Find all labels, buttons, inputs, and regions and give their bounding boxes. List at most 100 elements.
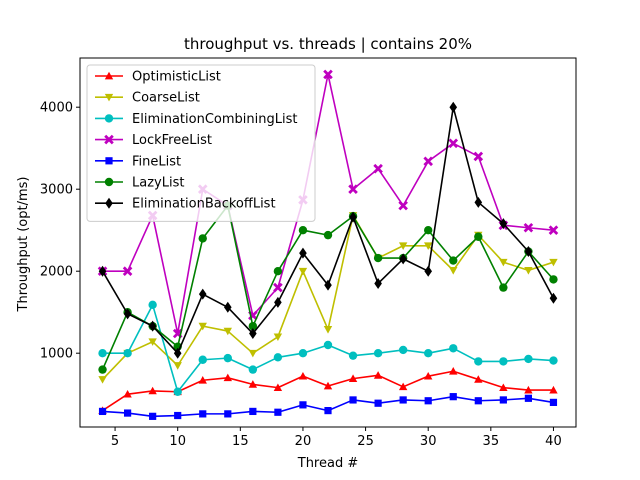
point-EliminationCombiningList-20 <box>298 349 308 358</box>
legend-item-LazyList: LazyList <box>95 176 184 191</box>
point-FineList-8 <box>149 412 157 420</box>
legend-label: LockFreeList <box>132 133 212 148</box>
point-OptimisticList-18 <box>273 383 283 391</box>
x-axis-label: Thread # <box>297 456 358 471</box>
legend-label: EliminationBackoffList <box>132 197 276 212</box>
chart-title: throughput vs. threads | contains 20% <box>184 35 472 53</box>
legend-label: FineList <box>132 154 181 169</box>
legend-box <box>86 64 316 222</box>
point-FineList-10 <box>174 411 182 420</box>
point-EliminationBackoffList-34 <box>474 196 483 208</box>
point-LazyList-30 <box>424 226 433 235</box>
point-CoarseList-36 <box>499 258 508 267</box>
point-EliminationCombiningList-34 <box>474 357 483 366</box>
legend-item-OptimisticList: OptimisticList <box>95 70 221 85</box>
y-tick-label-1000: 1000 <box>40 347 73 362</box>
point-EliminationCombiningList-24 <box>348 351 358 360</box>
point-LockFreeList-26 <box>373 163 383 174</box>
legend-label: EliminationCombiningList <box>132 112 297 127</box>
point-EliminationBackoffList-6 <box>123 308 132 320</box>
point-EliminationCombiningList-36 <box>499 357 508 366</box>
point-OptimisticList-30 <box>424 371 433 380</box>
point-EliminationBackoffList-8 <box>148 320 157 332</box>
point-EliminationBackoffList-20 <box>299 247 307 259</box>
point-OptimisticList-16 <box>248 380 258 388</box>
point-LazyList-12 <box>198 234 207 243</box>
point-FineList-14 <box>224 410 232 418</box>
point-FineList-22 <box>324 407 332 415</box>
point-CoarseList-10 <box>173 362 182 370</box>
point-CoarseList-38 <box>524 267 533 275</box>
y-tick-label-2000: 2000 <box>40 265 73 280</box>
point-FineList-26 <box>374 399 382 407</box>
point-OptimisticList-38 <box>524 385 533 394</box>
point-LazyList-32 <box>449 256 458 265</box>
point-CoarseList-30 <box>424 242 433 250</box>
point-EliminationCombiningList-4 <box>98 349 107 358</box>
point-EliminationBackoffList-30 <box>424 265 433 277</box>
x-tick-label-30: 30 <box>420 434 437 449</box>
point-LockFreeList-40 <box>548 225 559 235</box>
point-EliminationBackoffList-10 <box>173 347 182 359</box>
x-tick-label-10: 10 <box>169 434 186 449</box>
point-EliminationBackoffList-32 <box>449 101 458 113</box>
point-OptimisticList-26 <box>373 371 383 379</box>
legend-item-FineList: FineList <box>95 154 181 169</box>
point-EliminationBackoffList-14 <box>223 301 232 313</box>
point-EliminationBackoffList-18 <box>274 296 282 308</box>
point-CoarseList-4 <box>98 376 107 384</box>
point-LazyList-16 <box>248 321 258 331</box>
point-LazyList-20 <box>298 226 308 235</box>
plot-border <box>79 57 577 428</box>
point-FineList-6 <box>123 409 132 417</box>
point-EliminationBackoffList-4 <box>98 265 107 277</box>
series-EliminationBackoffList <box>98 101 558 359</box>
legend-item-LockFreeList: LockFreeList <box>95 133 212 148</box>
point-LazyList-4 <box>98 365 107 374</box>
point-OptimisticList-32 <box>449 367 458 375</box>
legend-label: OptimisticList <box>132 70 221 85</box>
point-EliminationCombiningList-10 <box>173 387 182 396</box>
point-FineList-40 <box>549 398 558 406</box>
legend-marker <box>105 157 113 165</box>
point-OptimisticList-6 <box>123 390 132 398</box>
point-LockFreeList-6 <box>122 266 133 276</box>
point-OptimisticList-24 <box>348 374 358 382</box>
point-EliminationBackoffList-38 <box>524 246 533 258</box>
point-FineList-28 <box>399 396 407 404</box>
point-LockFreeList-32 <box>448 138 459 149</box>
y-tick-label-4000: 4000 <box>40 101 73 116</box>
point-EliminationCombiningList-38 <box>524 354 533 364</box>
point-EliminationCombiningList-30 <box>424 349 433 358</box>
point-FineList-18 <box>274 408 282 416</box>
legend-item-EliminationBackoffList: EliminationBackoffList <box>95 197 276 212</box>
legend-marker <box>104 71 114 80</box>
point-CoarseList-18 <box>273 333 283 341</box>
point-CoarseList-8 <box>148 338 157 346</box>
point-LockFreeList-30 <box>423 156 433 167</box>
point-LockFreeList-28 <box>398 200 408 211</box>
point-EliminationCombiningList-12 <box>198 355 207 364</box>
legend-label: CoarseList <box>132 91 200 106</box>
point-EliminationCombiningList-18 <box>273 353 283 362</box>
point-FineList-34 <box>474 397 482 405</box>
legend-label: LazyList <box>132 176 184 191</box>
x-tick-label-5: 5 <box>111 434 119 449</box>
point-FineList-4 <box>98 407 107 416</box>
point-OptimisticList-28 <box>398 382 408 391</box>
point-LazyList-26 <box>373 253 383 263</box>
point-LazyList-22 <box>323 230 333 240</box>
series-EliminationCombiningList <box>98 300 558 396</box>
point-EliminationBackoffList-40 <box>549 292 558 304</box>
point-CoarseList-14 <box>223 327 232 336</box>
point-EliminationCombiningList-14 <box>223 353 232 363</box>
axes: 5 10 15 20 25 30 35 40 1000 2000 3000 4000 <box>40 57 577 449</box>
point-OptimisticList-36 <box>499 383 508 391</box>
point-CoarseList-20 <box>298 267 308 276</box>
point-LockFreeList-34 <box>473 151 484 162</box>
point-EliminationBackoffList-36 <box>499 218 508 230</box>
point-FineList-32 <box>449 393 457 401</box>
point-EliminationCombiningList-40 <box>549 356 558 365</box>
point-OptimisticList-22 <box>323 381 333 390</box>
point-OptimisticList-34 <box>474 375 483 383</box>
